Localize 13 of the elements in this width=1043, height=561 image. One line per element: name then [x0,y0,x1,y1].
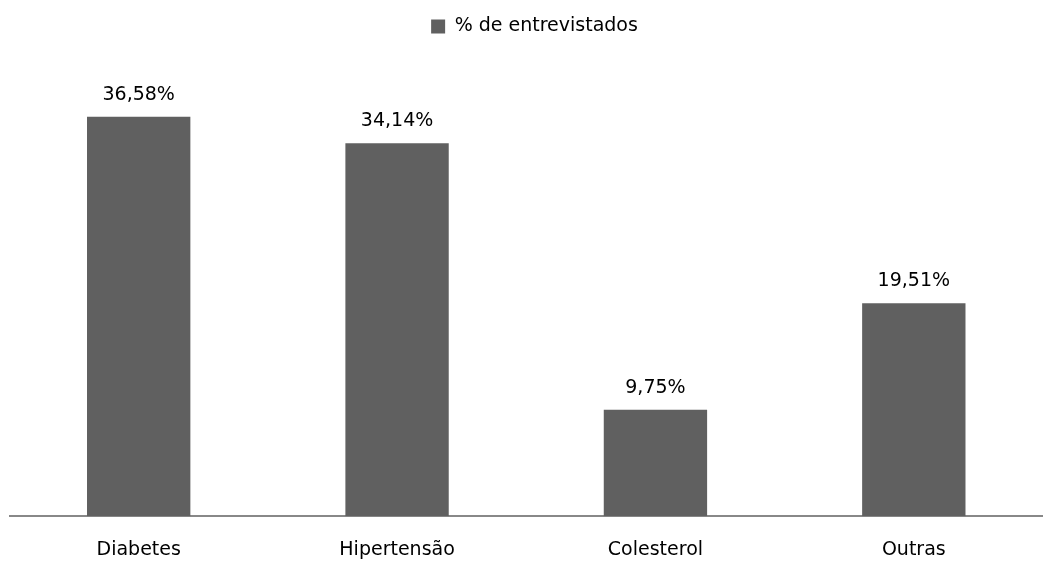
data-label: 36,58% [102,81,175,104]
x-tick-label: Colesterol [607,536,704,559]
bar [603,409,708,517]
data-label: 19,51% [877,268,951,291]
x-tick-label: Outras [881,536,946,559]
x-tick-label: Hipertensão [339,536,455,559]
bar [87,116,191,517]
legend-label: % de entrevistados [454,13,638,36]
x-tick-label: Diabetes [96,536,181,559]
bar [862,303,966,517]
bar [345,143,449,517]
data-label: 9,75% [625,374,686,397]
data-label: 34,14% [360,108,434,131]
